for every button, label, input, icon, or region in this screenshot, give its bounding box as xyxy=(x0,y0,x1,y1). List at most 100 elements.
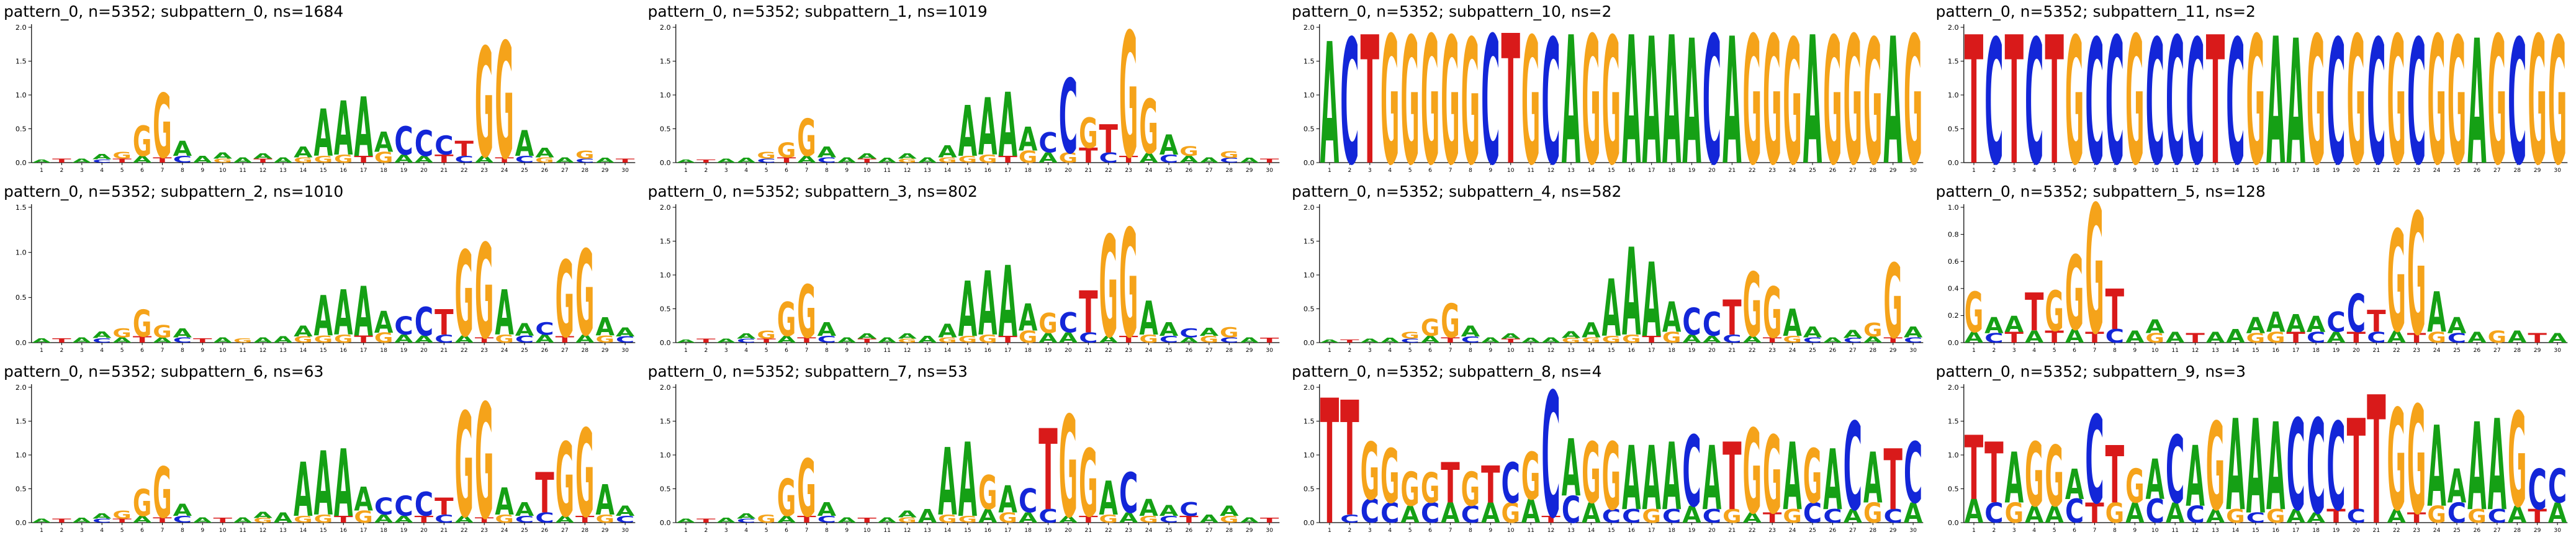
logo-letter-T: T xyxy=(2346,393,2365,538)
x-tick-label: 17 xyxy=(1648,348,1655,354)
logo-letter-A: A xyxy=(1803,21,1822,178)
logo-letter-T: T xyxy=(1481,455,1500,515)
logo-letter-A: A xyxy=(214,151,233,161)
x-tick-label: 14 xyxy=(943,348,951,354)
logo-letter-A: A xyxy=(2467,21,2487,178)
logo-letter-G: G xyxy=(797,270,816,354)
logo-letter-C: C xyxy=(92,338,111,344)
y-tick-label: 2.0 xyxy=(1304,24,1315,32)
logo-letter-A: A xyxy=(1541,336,1562,344)
logo-letter-G: G xyxy=(1743,405,1762,538)
logo-letter-A: A xyxy=(2205,329,2225,346)
logo-letter-C: C xyxy=(2346,284,2365,344)
logo-letter-A: A xyxy=(2045,501,2063,528)
y-tick-label: 0.0 xyxy=(16,339,27,347)
logo-letter-A: A xyxy=(857,332,878,341)
logo-letter-G: G xyxy=(2085,201,2104,358)
logo-letter-C: C xyxy=(616,514,634,525)
x-tick-label: 20 xyxy=(2353,348,2360,354)
logo-letter-C: C xyxy=(1984,21,2003,178)
logo-letter-T: T xyxy=(1119,154,1139,165)
logo-letter-G: G xyxy=(777,293,795,347)
logo-letter-T: T xyxy=(1079,143,1098,168)
logo-letter-A: A xyxy=(1119,510,1138,526)
x-tick-label: 13 xyxy=(279,348,287,354)
logo-letter-A: A xyxy=(92,512,113,521)
logo-letter-A: A xyxy=(898,332,918,341)
logo-letter-G: G xyxy=(133,117,151,166)
x-tick-label: 12 xyxy=(2191,348,2199,354)
logo-letter-A: A xyxy=(1642,21,1661,178)
x-tick-label: 22 xyxy=(1104,348,1112,354)
x-tick-label: 7 xyxy=(2092,528,2096,534)
logo-letter-A: A xyxy=(374,513,394,526)
x-tick-label: 10 xyxy=(2151,168,2158,174)
x-tick-label: 27 xyxy=(561,168,569,174)
axes: 0.00.51.01.52.01 2 3 4 5 6 7 8 9 10 11 12 13 14 15 16 17… xyxy=(16,384,636,534)
logo-letter-G: G xyxy=(374,330,393,346)
logo-letter-G: G xyxy=(1038,307,1057,340)
logo-letter-C: C xyxy=(2367,21,2385,178)
x-tick-label: 9 xyxy=(2133,168,2137,174)
x-tick-label: 9 xyxy=(200,168,204,174)
logo-letter-G: G xyxy=(153,322,171,342)
logo-letter-A: A xyxy=(515,499,534,521)
logo-letter-A: A xyxy=(917,156,938,164)
logo-letter-C: C xyxy=(515,154,534,165)
logo-letter-A: A xyxy=(2547,497,2567,529)
logo-letter-A: A xyxy=(595,157,616,164)
logo-letter-G: G xyxy=(2045,428,2063,526)
logo-letter-A: A xyxy=(1199,513,1218,526)
logo-letter-A: A xyxy=(1380,337,1402,344)
logo-letter-G: G xyxy=(1421,314,1439,341)
y-tick-label: 1.5 xyxy=(1304,237,1315,245)
x-tick-label: 16 xyxy=(984,348,991,354)
logo-letter-A: A xyxy=(1883,21,1903,178)
logo-letter-A: A xyxy=(334,86,353,173)
logo-letter-A: A xyxy=(676,338,695,344)
x-tick-label: 4 xyxy=(100,528,104,534)
x-tick-label: 13 xyxy=(2212,348,2219,354)
logo-letter-T: T xyxy=(1079,514,1099,525)
y-tick-label: 1.0 xyxy=(1304,91,1315,99)
logo-letter-A: A xyxy=(2205,506,2225,528)
logo-letter-A: A xyxy=(817,319,836,341)
logo-letter-A: A xyxy=(334,277,353,349)
x-tick-label: 12 xyxy=(903,348,911,354)
x-tick-label: 16 xyxy=(1628,168,1635,174)
logo-letter-G: G xyxy=(1220,325,1238,341)
logo-letter-T: T xyxy=(1964,417,1983,520)
x-tick-label: 29 xyxy=(1245,348,1253,354)
logo-letter-C: C xyxy=(415,487,433,524)
logo-letter-T: T xyxy=(1038,406,1057,536)
x-tick-label: 28 xyxy=(1225,348,1233,354)
logo-letter-A: A xyxy=(998,74,1017,177)
logo-letter-A: A xyxy=(2186,428,2205,526)
logo-letter-G: G xyxy=(2004,497,2023,529)
logo-letter-G: G xyxy=(1743,21,1762,178)
logo-letter-A: A xyxy=(314,284,333,349)
x-tick-label: 25 xyxy=(2453,168,2461,174)
logo-letter-A: A xyxy=(998,246,1017,358)
logo-letter-G: G xyxy=(2407,381,2425,538)
x-tick-label: 5 xyxy=(1408,168,1412,174)
x-tick-label: 26 xyxy=(2473,528,2480,534)
logo-letter-T: T xyxy=(1079,279,1098,346)
logo-letter-C: C xyxy=(1541,381,1560,538)
logo-letter-C: C xyxy=(535,318,554,339)
logo-letter-A: A xyxy=(374,126,394,159)
x-tick-label: 6 xyxy=(785,528,788,534)
logo-letter-C: C xyxy=(415,124,433,164)
x-tick-label: 8 xyxy=(1469,528,1472,534)
x-tick-label: 24 xyxy=(1145,168,1152,174)
logo-letter-G: G xyxy=(1099,513,1117,526)
x-tick-label: 5 xyxy=(120,168,124,174)
x-tick-label: 18 xyxy=(380,528,387,534)
logo-letter-A: A xyxy=(1783,302,1802,345)
logo-letter-A: A xyxy=(1703,427,1722,530)
logo-letter-T: T xyxy=(757,338,778,344)
logo-letter-A: A xyxy=(455,514,474,525)
logo-letter-G: G xyxy=(556,421,574,538)
logo-letter-A: A xyxy=(1159,128,1178,161)
